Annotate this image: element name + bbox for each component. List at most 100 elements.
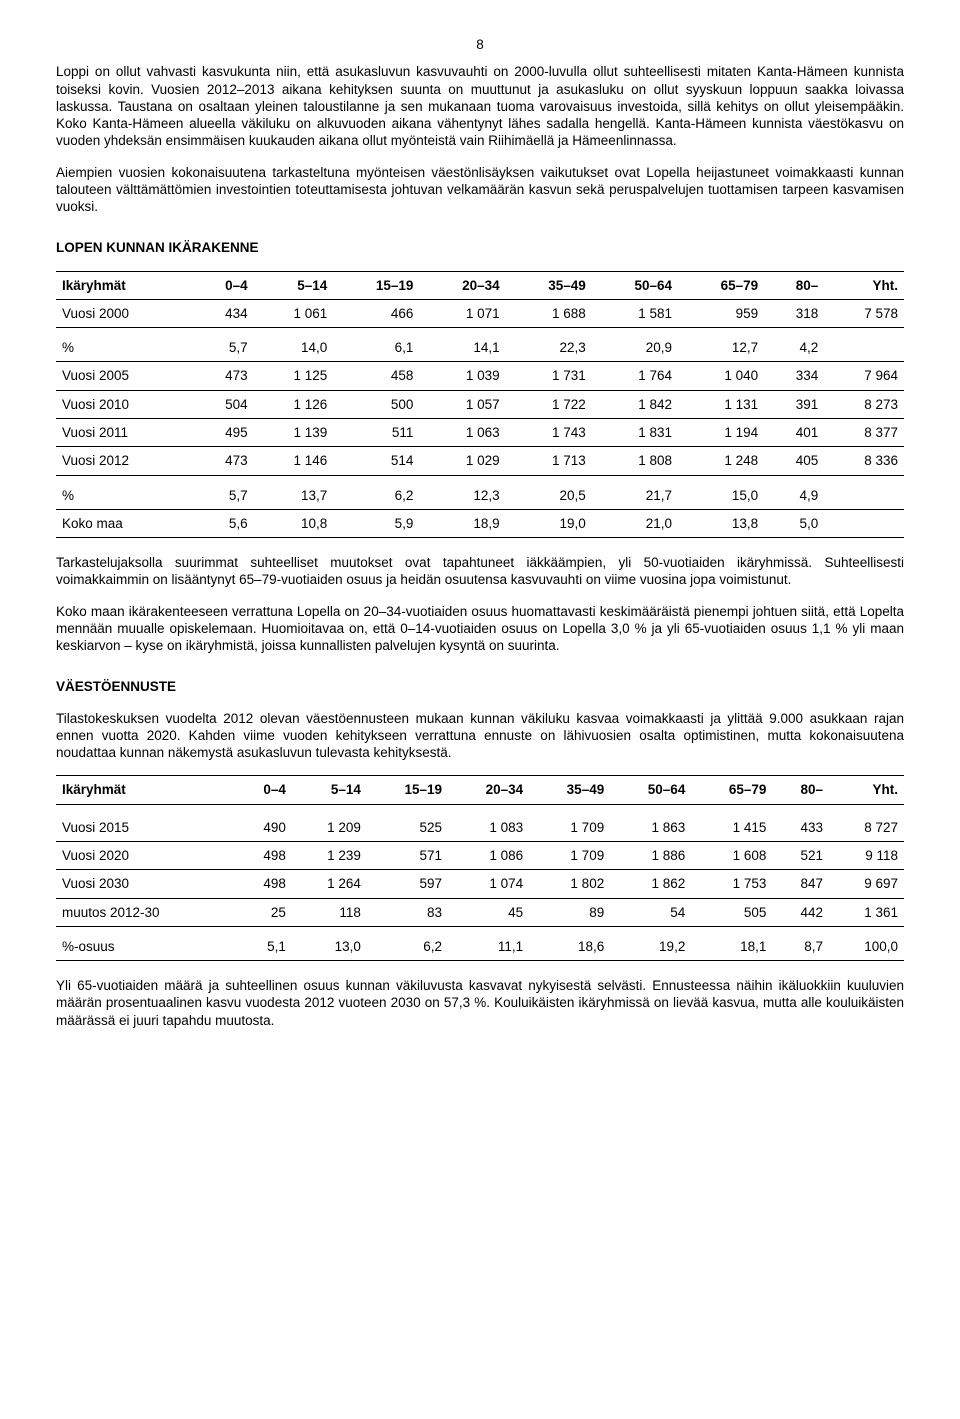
page-number: 8	[56, 36, 904, 53]
table-cell: 1 086	[448, 841, 529, 869]
col-header: Ikäryhmät	[56, 776, 235, 804]
table-cell: 571	[367, 841, 448, 869]
table-cell: 20,5	[506, 482, 592, 510]
table-cell: 1 071	[419, 299, 505, 327]
table-cell: 1 264	[292, 870, 367, 898]
table-cell: 100,0	[829, 933, 904, 961]
table-cell: 318	[764, 299, 824, 327]
col-header: 50–64	[592, 271, 678, 299]
table-cell: 1 743	[506, 418, 592, 446]
paragraph-3: Tarkastelujaksolla suurimmat suhteellise…	[56, 554, 904, 589]
table-cell: 504	[194, 390, 254, 418]
table-cell: 1 808	[592, 447, 678, 475]
table-cell: 1 709	[529, 841, 610, 869]
table-cell: 473	[194, 447, 254, 475]
table-cell: 45	[448, 898, 529, 926]
col-header: Yht.	[829, 776, 904, 804]
table-cell: 1 061	[254, 299, 334, 327]
table-cell: 118	[292, 898, 367, 926]
table-cell: 1 722	[506, 390, 592, 418]
table-cell: 13,8	[678, 509, 764, 537]
table-cell: 9 697	[829, 870, 904, 898]
paragraph-4: Koko maan ikärakenteeseen verrattuna Lop…	[56, 603, 904, 655]
table-row: Vuosi 20154901 2095251 0831 7091 8631 41…	[56, 804, 904, 841]
table-cell: 25	[235, 898, 292, 926]
table-cell: 401	[764, 418, 824, 446]
table-cell: 1 125	[254, 362, 334, 390]
table-header-row: Ikäryhmät 0–4 5–14 15–19 20–34 35–49 50–…	[56, 776, 904, 804]
table-cell: 8 336	[824, 447, 904, 475]
table-cell: 1 862	[610, 870, 691, 898]
table-cell: 5,0	[764, 509, 824, 537]
table-cell: 18,1	[691, 933, 772, 961]
paragraph-2: Aiempien vuosien kokonaisuutena tarkaste…	[56, 164, 904, 216]
col-header: 65–79	[691, 776, 772, 804]
table-cell: 433	[772, 804, 829, 841]
table-cell: 1 415	[691, 804, 772, 841]
table-cell: 1 608	[691, 841, 772, 869]
table-cell: 434	[194, 299, 254, 327]
table-cell: 1 863	[610, 804, 691, 841]
table-row: Vuosi 20004341 0614661 0711 6881 5819593…	[56, 299, 904, 327]
table-cell: 511	[333, 418, 419, 446]
table-cell: 13,7	[254, 482, 334, 510]
table-cell: Vuosi 2015	[56, 804, 235, 841]
table-cell: 1 709	[529, 804, 610, 841]
table-cell: Vuosi 2000	[56, 299, 194, 327]
col-header: 20–34	[448, 776, 529, 804]
table-cell: 5,7	[194, 482, 254, 510]
table-cell: 14,1	[419, 334, 505, 362]
table-cell: 521	[772, 841, 829, 869]
table-cell: 19,0	[506, 509, 592, 537]
table-cell: 6,2	[367, 933, 448, 961]
table-cell: 490	[235, 804, 292, 841]
table-cell: 1 802	[529, 870, 610, 898]
col-header: 5–14	[292, 776, 367, 804]
table-cell: 83	[367, 898, 448, 926]
table-cell: 18,6	[529, 933, 610, 961]
table-cell: 442	[772, 898, 829, 926]
table-cell: 473	[194, 362, 254, 390]
col-header: 80–	[764, 271, 824, 299]
table-cell: 959	[678, 299, 764, 327]
col-header: 35–49	[529, 776, 610, 804]
table-header-row: Ikäryhmät 0–4 5–14 15–19 20–34 35–49 50–…	[56, 271, 904, 299]
table-cell: 458	[333, 362, 419, 390]
table-row: Vuosi 20204981 2395711 0861 7091 8861 60…	[56, 841, 904, 869]
table-cell: 1 886	[610, 841, 691, 869]
table-cell: 334	[764, 362, 824, 390]
table-cell: 1 146	[254, 447, 334, 475]
table-cell: 18,9	[419, 509, 505, 537]
table-cell: 14,0	[254, 334, 334, 362]
table-cell: %	[56, 334, 194, 362]
table-cell: Vuosi 2011	[56, 418, 194, 446]
table-cell: 1 057	[419, 390, 505, 418]
table-cell: 6,1	[333, 334, 419, 362]
table-cell: 847	[772, 870, 829, 898]
table-cell: 1 764	[592, 362, 678, 390]
table-cell: 525	[367, 804, 448, 841]
col-header: 20–34	[419, 271, 505, 299]
table-ikarakenne: Ikäryhmät 0–4 5–14 15–19 20–34 35–49 50–…	[56, 271, 904, 538]
table-cell: 1 194	[678, 418, 764, 446]
table-cell: 1 139	[254, 418, 334, 446]
table-row: Vuosi 20054731 1254581 0391 7311 7641 04…	[56, 362, 904, 390]
table-cell: 12,3	[419, 482, 505, 510]
table-cell: 10,8	[254, 509, 334, 537]
heading-vaestoennuste: VÄESTÖENNUSTE	[56, 678, 904, 695]
table-row: Vuosi 20114951 1395111 0631 7431 8311 19…	[56, 418, 904, 446]
table-cell: 498	[235, 870, 292, 898]
table-cell: Vuosi 2030	[56, 870, 235, 898]
table-cell: 6,2	[333, 482, 419, 510]
table-row: %5,713,76,212,320,521,715,04,9	[56, 482, 904, 510]
table-cell: 1 581	[592, 299, 678, 327]
table-cell: 1 029	[419, 447, 505, 475]
table-row: %-osuus5,113,06,211,118,619,218,18,7100,…	[56, 933, 904, 961]
table-row: muutos 2012-3025118834589545054421 361	[56, 898, 904, 926]
table-cell: 1 713	[506, 447, 592, 475]
col-header: 0–4	[235, 776, 292, 804]
table-cell: 1 209	[292, 804, 367, 841]
table-cell: 5,6	[194, 509, 254, 537]
table-cell: %	[56, 482, 194, 510]
paragraph-5: Tilastokeskuksen vuodelta 2012 olevan vä…	[56, 710, 904, 762]
